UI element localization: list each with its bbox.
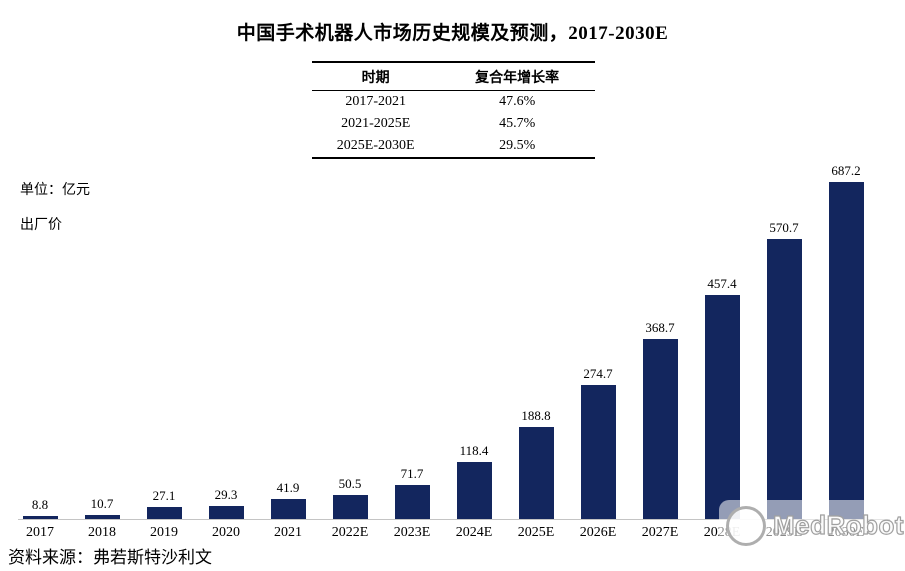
bar-value-label: 457.4	[707, 276, 737, 291]
cagr-period-cell: 2025E-2030E	[336, 138, 415, 153]
bar-value-label: 687.2	[831, 163, 861, 178]
bar-slot: 457.4	[691, 163, 753, 520]
bar-value-label: 10.7	[90, 495, 114, 511]
bar	[518, 427, 554, 520]
bar-value-label: 50.5	[338, 476, 362, 492]
bar-value-label: 274.7	[583, 365, 613, 381]
cagr-period-cell: 2021-2025E	[341, 116, 411, 131]
bar-slot: 27.1	[133, 163, 195, 520]
x-axis-tick-label: 2024E	[455, 525, 493, 540]
medrobot-logo-icon	[726, 505, 766, 546]
bar-slot: 29.3	[195, 163, 257, 520]
cagr-table-header-period: 时期	[312, 62, 440, 91]
bar-slot: 71.7	[381, 163, 443, 520]
cagr-value-cell: 29.5%	[499, 138, 536, 153]
x-axis-tick-label: 2023E	[393, 525, 431, 540]
cagr-value-cell: 45.7%	[499, 116, 536, 131]
x-axis-tick-label: 2027E	[641, 525, 679, 540]
bar-value-label: 8.8	[31, 496, 49, 512]
bar	[580, 384, 616, 520]
bar	[270, 499, 306, 520]
bar-series: 8.8 10.7 27.1 29.3 41.9 50.5 71.7 118.4 188.8 274…	[9, 163, 877, 520]
bar	[146, 506, 182, 520]
bar	[642, 338, 678, 520]
bar-slot: 570.7	[753, 163, 815, 520]
x-axis-tick-label: 2025E	[517, 525, 555, 540]
cagr-value-cell: 47.6%	[499, 94, 536, 109]
x-axis-tick-label: 2018	[88, 525, 116, 540]
x-axis-tick-label: 2017	[26, 525, 54, 540]
bar-slot: 118.4	[443, 163, 505, 520]
cagr-table-body: 2017-2021 47.6% 2021-2025E 45.7% 2025E-2030E…	[312, 91, 595, 159]
bar-value-label: 27.1	[152, 487, 176, 503]
bar	[704, 295, 740, 520]
bar	[84, 514, 120, 520]
watermark: MedRobot	[719, 500, 905, 551]
x-axis-tick-label: 2019	[150, 525, 178, 540]
chart-title: 中国手术机器人市场历史规模及预测，2017-2030E	[236, 23, 669, 44]
bar	[208, 505, 244, 520]
bar-slot: 50.5	[319, 163, 381, 520]
bar-slot: 274.7	[567, 163, 629, 520]
bar-value-label: 71.7	[400, 465, 424, 481]
cagr-table-row: 2017-2021 47.6%	[312, 91, 595, 114]
bar	[394, 484, 430, 520]
cagr-period-cell: 2017-2021	[345, 94, 406, 109]
bar-value-label: 188.8	[521, 408, 551, 424]
bar-slot: 41.9	[257, 163, 319, 520]
bar-value-label: 570.7	[769, 220, 799, 236]
source-note: 资料来源：弗若斯特沙利文	[8, 548, 212, 567]
x-axis-tick-label: 2026E	[579, 525, 617, 540]
cagr-table-header: 时期 复合年增长率	[312, 62, 595, 91]
bar	[828, 182, 864, 520]
cagr-table: 时期 复合年增长率 2017-2021 47.6% 2021-2025E 45.7% 2…	[312, 61, 595, 159]
cagr-table-row: 2021-2025E 45.7%	[312, 113, 595, 135]
bar-value-label: 29.3	[214, 486, 238, 502]
bar-slot: 687.2	[815, 163, 877, 520]
price-basis-label: 出厂价	[20, 218, 62, 233]
x-axis-tick-label: 2021	[274, 525, 302, 540]
x-axis-line	[18, 519, 890, 520]
bar-value-label: 368.7	[645, 319, 675, 335]
bar	[456, 461, 492, 520]
bar	[332, 495, 368, 520]
bar-slot: 368.7	[629, 163, 691, 520]
bar	[766, 239, 802, 520]
cagr-table-header-cagr: 复合年增长率	[439, 62, 595, 91]
bar-slot: 8.8	[9, 163, 71, 520]
cagr-table-row: 2025E-2030E 29.5%	[312, 135, 595, 158]
x-axis-tick-label: 2020	[212, 525, 240, 540]
unit-label: 单位：亿元	[20, 183, 90, 198]
bar-slot: 188.8	[505, 163, 567, 520]
bar-value-label: 41.9	[276, 480, 300, 496]
bar	[22, 515, 58, 520]
watermark-text: MedRobot	[772, 509, 905, 540]
x-axis-tick-label: 2022E	[331, 525, 369, 540]
bar-slot: 10.7	[71, 163, 133, 520]
bar-value-label: 118.4	[459, 442, 489, 458]
